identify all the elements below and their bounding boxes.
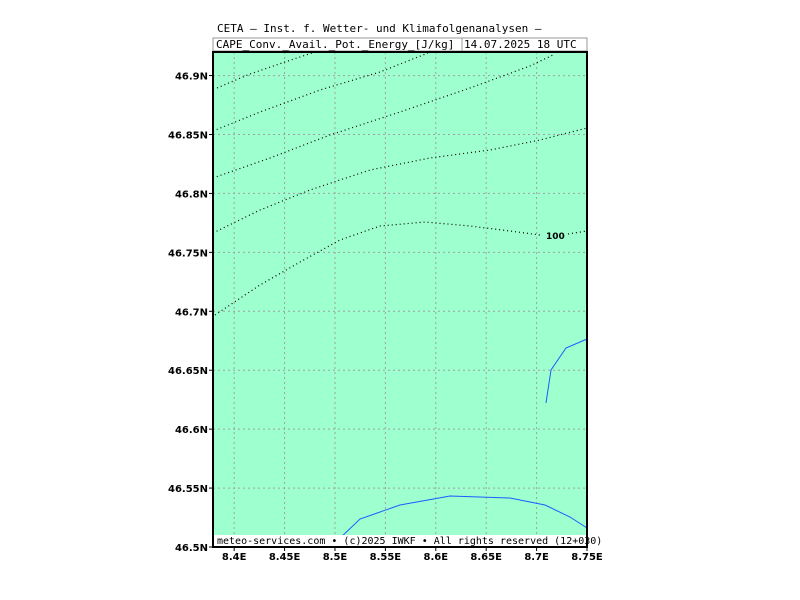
contour [212, 127, 588, 234]
map-frame [212, 51, 588, 548]
footer: meteo-services.com • (c)2025 IWKF • All … [217, 536, 602, 547]
y-tick-label: 46.9N [175, 72, 208, 83]
x-tick-label: 8.45E [269, 552, 301, 563]
contour [212, 53, 556, 179]
y-tick-label: 46.8N [175, 189, 208, 200]
title: CETA – Inst. f. Wetter- und Klimafolgena… [217, 22, 542, 35]
x-tick-label: 8.7E [524, 552, 549, 563]
x-tick-label: 8.5E [323, 552, 348, 563]
coastline [545, 338, 588, 404]
map-area [213, 52, 587, 547]
contour-label: 100 [546, 232, 565, 242]
footer-box [213, 535, 587, 546]
variable: CAPE_Conv._Avail._Pot._Energy_[J/kg] [216, 38, 454, 51]
contour [214, 221, 588, 316]
coastline [337, 495, 588, 541]
x-tick-label: 8.6E [424, 552, 449, 563]
y-tick-label: 46.75N [168, 248, 208, 259]
y-tick-label: 46.65N [168, 366, 208, 377]
y-tick-label: 46.7N [175, 307, 208, 318]
x-tick-label: 8.4E [222, 552, 247, 563]
x-tick-label: 8.55E [370, 552, 402, 563]
y-tick-label: 46.85N [168, 131, 208, 142]
time: 14.07.2025 18 UTC [464, 38, 577, 51]
x-tick-label: 8.65E [470, 552, 502, 563]
ticks: 8.4E 8.45E 8.5E 8.55E 8.6E 8.65E 8.7E 8.75E 46.5… [168, 72, 603, 563]
x-tick-label: 8.75E [571, 552, 603, 563]
y-tick-label: 46.55N [168, 484, 208, 495]
y-tick-label: 46.6N [175, 425, 208, 436]
y-tick-label: 46.5N [175, 543, 208, 554]
